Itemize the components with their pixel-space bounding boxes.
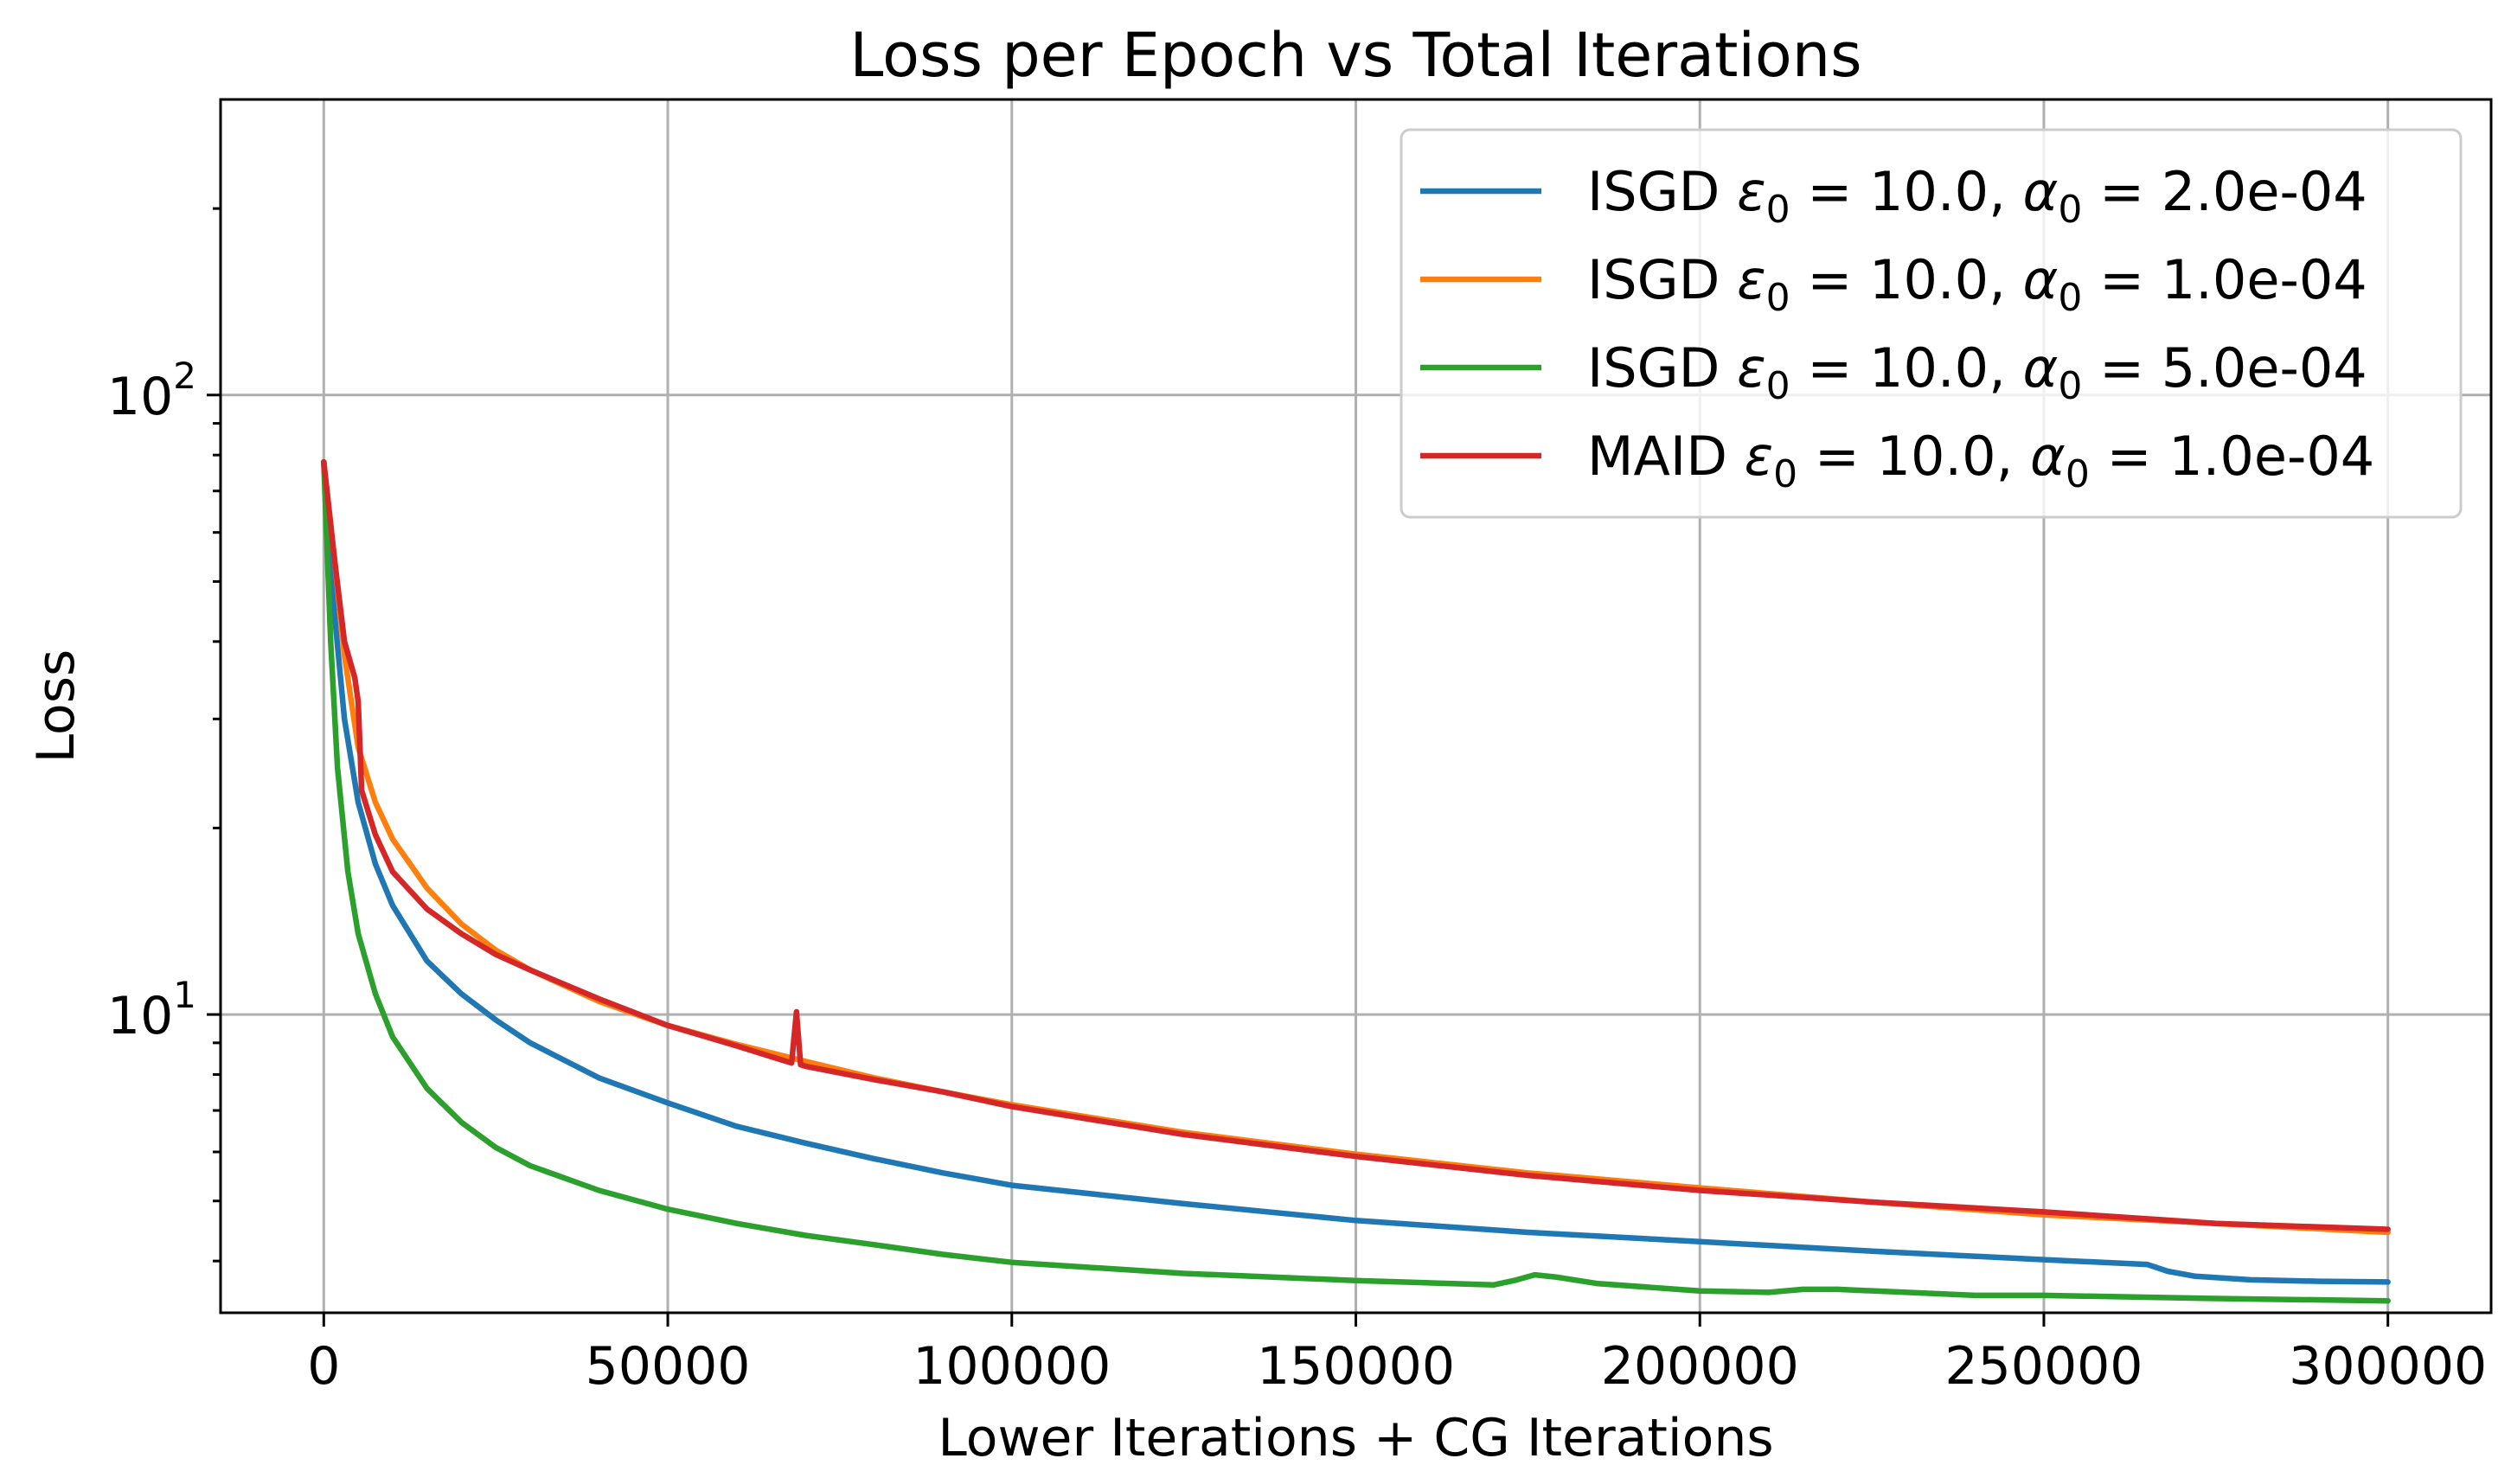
ticks: 0 50000 100000 150000 200000 250000 300000 101 1… [107, 207, 2487, 1397]
series-group [321, 458, 2391, 1304]
x-tick-label: 200000 [1601, 1336, 1799, 1397]
chart-title: Loss per Epoch vs Total Iterations [849, 20, 1861, 91]
legend-box [1400, 128, 2463, 519]
series-line-1 [321, 458, 2391, 1285]
series-line-3 [321, 458, 2391, 1304]
y-tick-label: 101 [107, 974, 196, 1046]
y-tick-label: 102 [107, 355, 196, 427]
legend-entry: ISGD ε0 = 10.0, α0 = 2.0e-04 [1587, 160, 2367, 232]
series-line-4 [321, 458, 2391, 1232]
y-axis-label: Loss [26, 649, 86, 764]
legend-entry: ISGD ε0 = 10.0, α0 = 1.0e-04 [1587, 248, 2367, 320]
x-tick-label: 100000 [913, 1336, 1111, 1397]
legend-entry: MAID ε0 = 10.0, α0 = 1.0e-04 [1587, 425, 2374, 496]
x-tick-label: 50000 [586, 1336, 751, 1397]
x-axis-label: Lower Iterations + CG Iterations [938, 1408, 1773, 1468]
legend-entry: ISGD ε0 = 10.0, α0 = 5.0e-04 [1587, 336, 2367, 408]
x-tick-label: 250000 [1944, 1336, 2143, 1397]
x-tick-label: 0 [307, 1336, 340, 1397]
x-tick-label: 150000 [1257, 1336, 1455, 1397]
x-tick-label: 300000 [2289, 1336, 2487, 1397]
legend: ISGD ε0 = 10.0, α0 = 2.0e-04 ISGD ε0 = 10… [1400, 128, 2463, 519]
